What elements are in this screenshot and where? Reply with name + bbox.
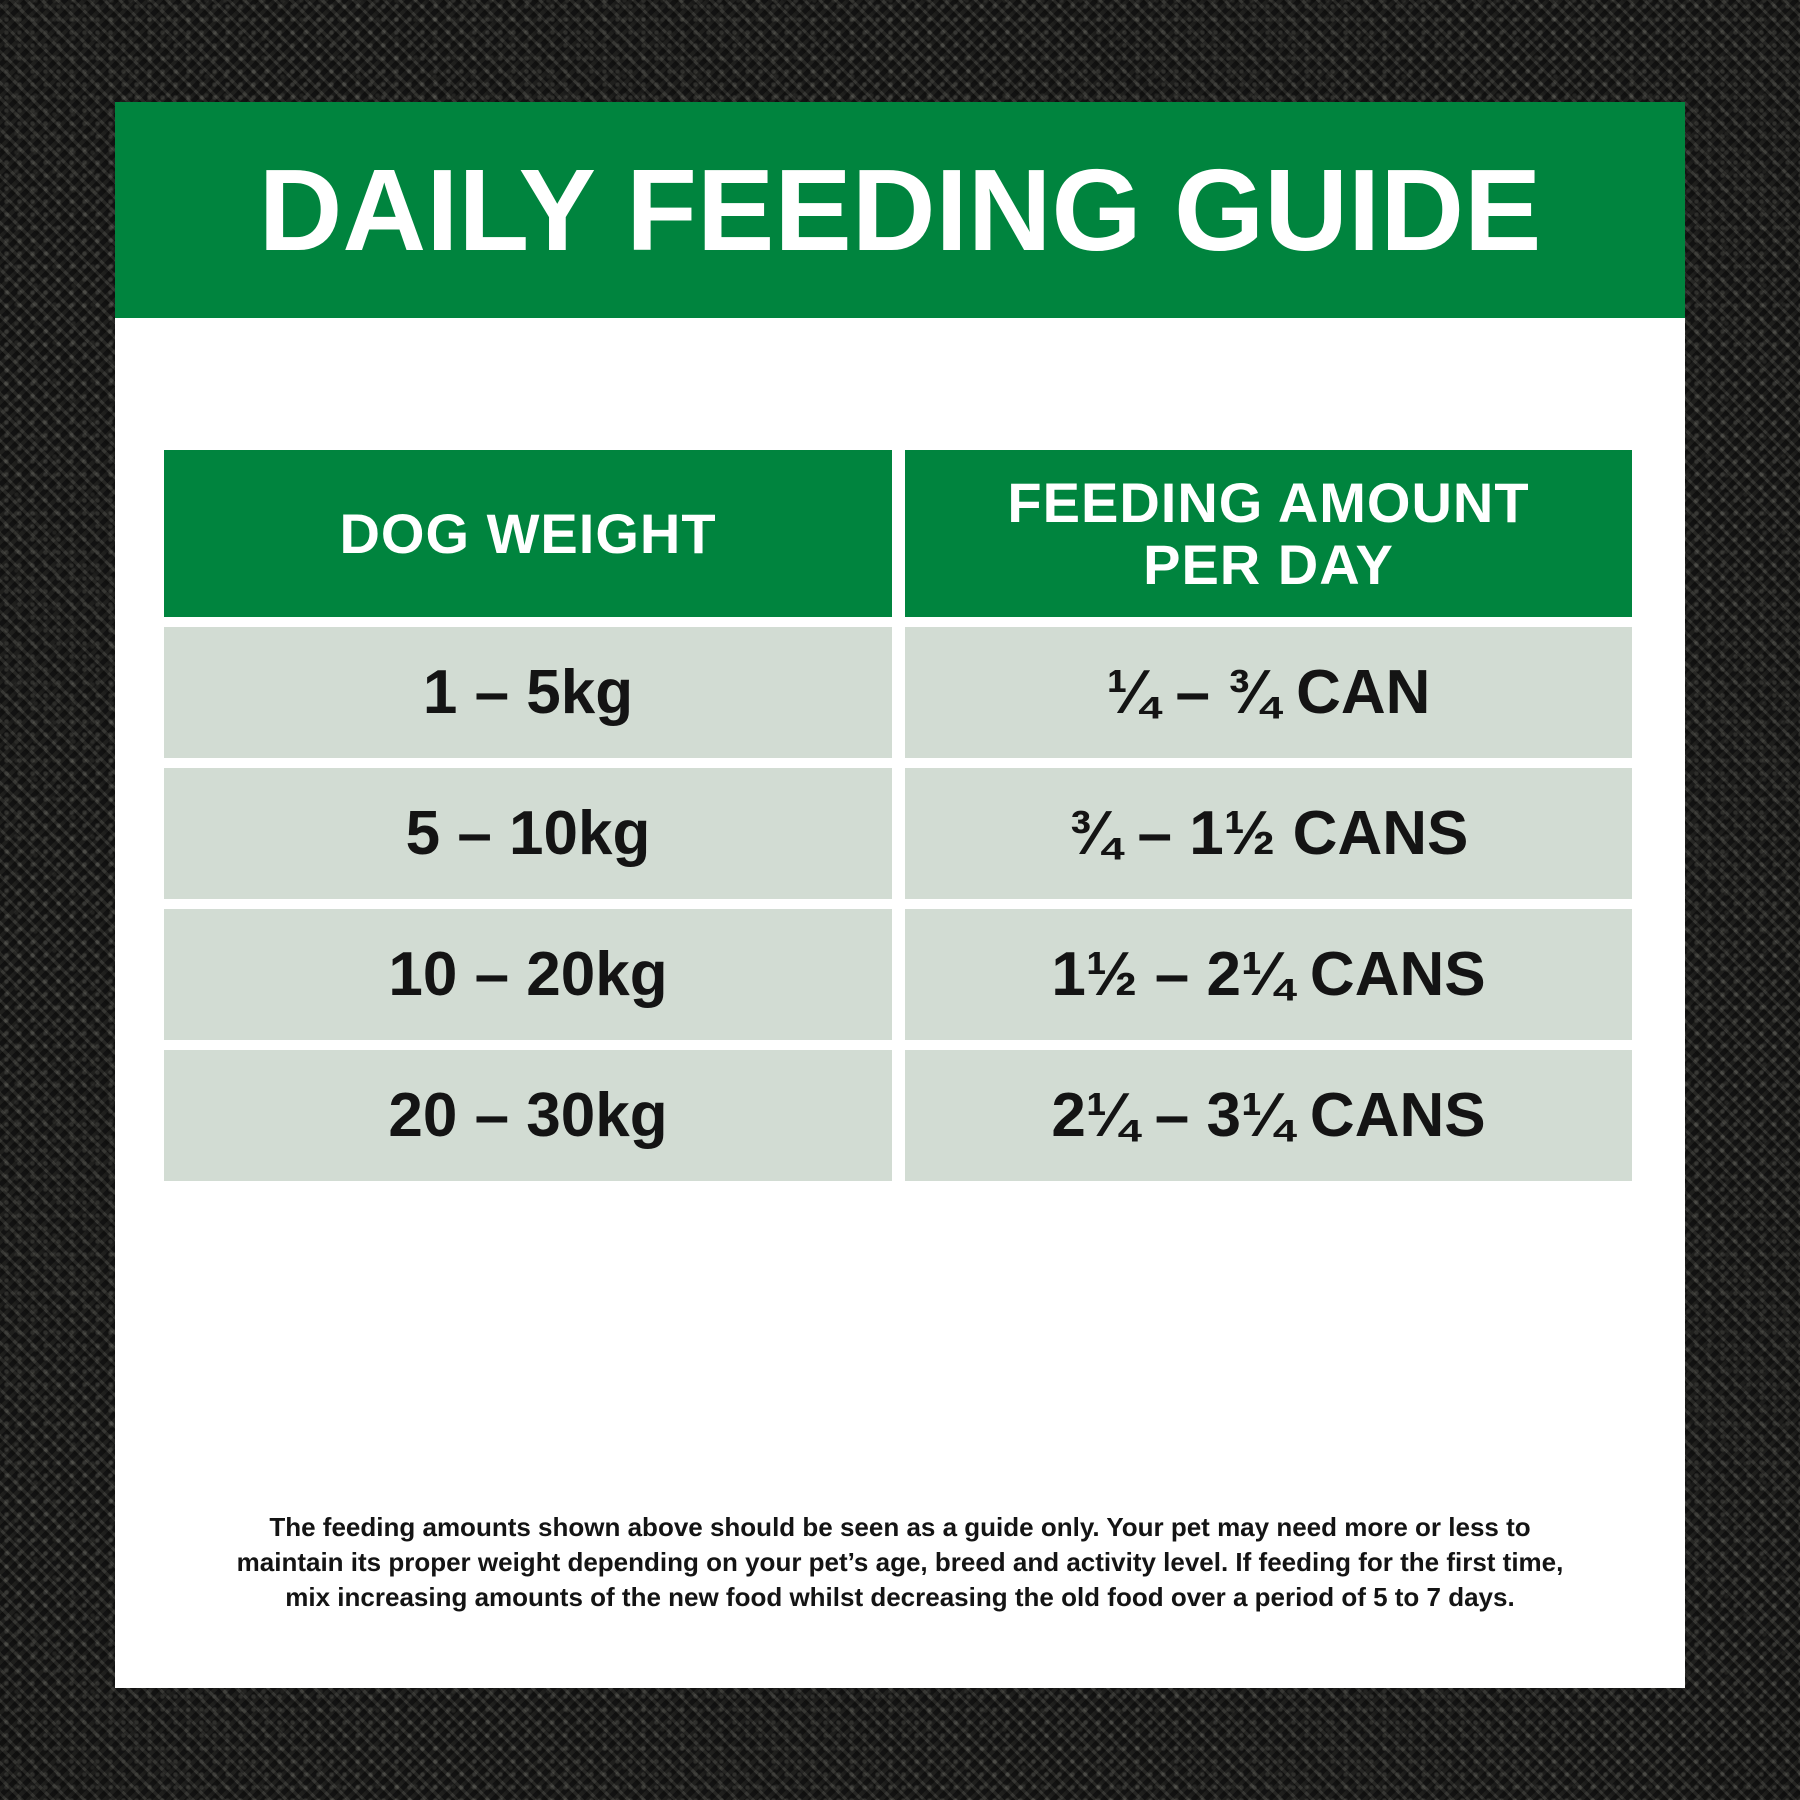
table-row-1-amount-cell: ¼ – ¾ CAN <box>905 627 1632 758</box>
table-row-2-weight-cell: 5 – 10kg <box>164 768 892 899</box>
footer-note-line-3: mix increasing amounts of the new food w… <box>285 1582 1515 1612</box>
footer-note-line-2: maintain its proper weight depending on … <box>236 1547 1564 1577</box>
footer-note: The feeding amounts shown above should b… <box>115 1510 1685 1615</box>
table-row-1-weight-cell: 1 – 5kg <box>164 627 892 758</box>
table-row-3-amount-cell: 1½ – 2¼ CANS <box>905 909 1632 1040</box>
feeding-guide-card: DAILY FEEDING GUIDE DOG WEIGHT FEEDING A… <box>115 102 1685 1688</box>
column-header-feeding-amount-line2: PER DAY <box>1143 532 1394 596</box>
column-header-dog-weight: DOG WEIGHT <box>164 450 892 617</box>
table-row-4-amount-cell: 2¼ – 3¼ CANS <box>905 1050 1632 1181</box>
column-header-feeding-amount-line1: FEEDING AMOUNT <box>1007 470 1530 534</box>
page-title: DAILY FEEDING GUIDE <box>258 145 1542 275</box>
table-row-3-weight-cell: 10 – 20kg <box>164 909 892 1040</box>
table-row-2-amount-cell: ¾ – 1½ CANS <box>905 768 1632 899</box>
title-band: DAILY FEEDING GUIDE <box>115 102 1685 318</box>
column-header-feeding-amount: FEEDING AMOUNT PER DAY <box>905 450 1632 617</box>
feeding-table: DOG WEIGHT FEEDING AMOUNT PER DAY 1 – 5k… <box>164 450 1632 1181</box>
table-row-4-weight-cell: 20 – 30kg <box>164 1050 892 1181</box>
column-header-dog-weight-label: DOG WEIGHT <box>339 501 717 565</box>
footer-note-line-1: The feeding amounts shown above should b… <box>269 1512 1531 1542</box>
